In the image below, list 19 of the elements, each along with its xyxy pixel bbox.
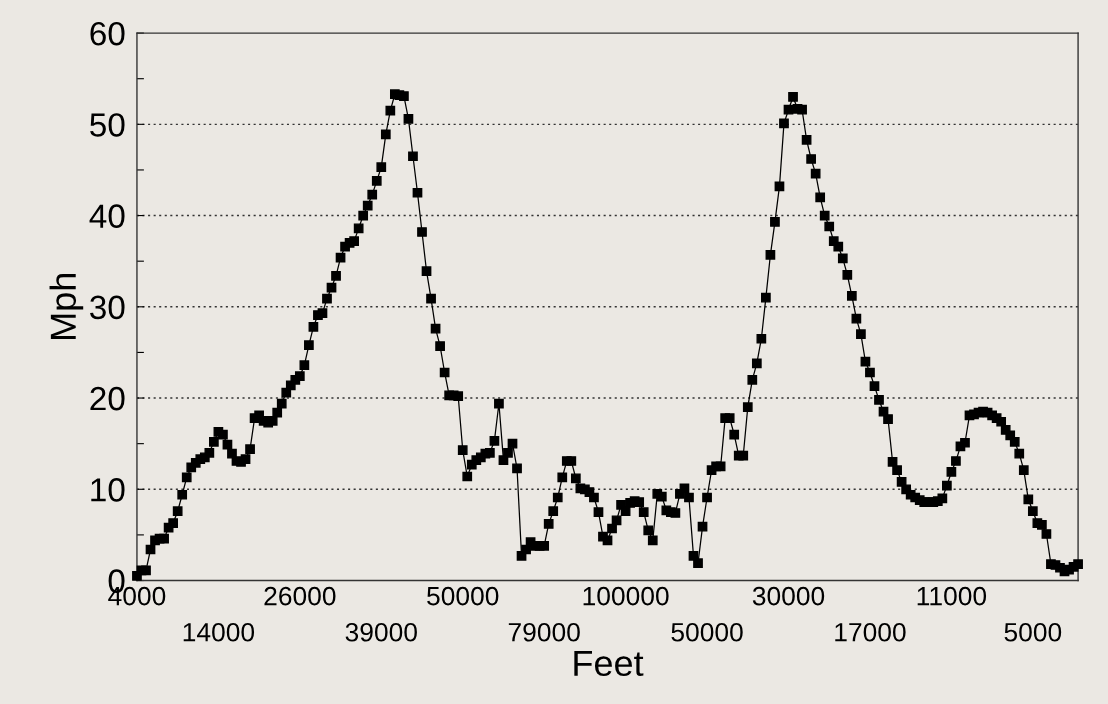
x-tick-label: 100000	[583, 586, 669, 606]
x-axis-title: Feet	[574, 650, 644, 677]
y-tick-label: 10	[91, 478, 125, 502]
x-tick-label: 50000	[427, 586, 499, 606]
x-tick-label: 26000	[264, 586, 336, 606]
y-axis-title: Mph	[49, 274, 84, 339]
x-tick-label: 30000	[752, 586, 825, 606]
x-tick-label: 5000	[1004, 622, 1062, 642]
x-tick-label: 14000	[183, 622, 255, 642]
y-tick-label: 40	[89, 204, 125, 228]
x-tick-label: 39000	[345, 622, 417, 642]
y-tick-label: 50	[90, 113, 125, 137]
y-tick-label: 20	[90, 386, 125, 411]
x-tick-label: 17000	[835, 622, 906, 642]
x-tick-label: 50000	[671, 622, 743, 642]
x-tick-label: 79000	[508, 622, 580, 642]
y-tick-label: 30	[90, 295, 125, 320]
x-tick-label: 11000	[917, 586, 987, 606]
y-tick-label: 60	[90, 21, 125, 46]
